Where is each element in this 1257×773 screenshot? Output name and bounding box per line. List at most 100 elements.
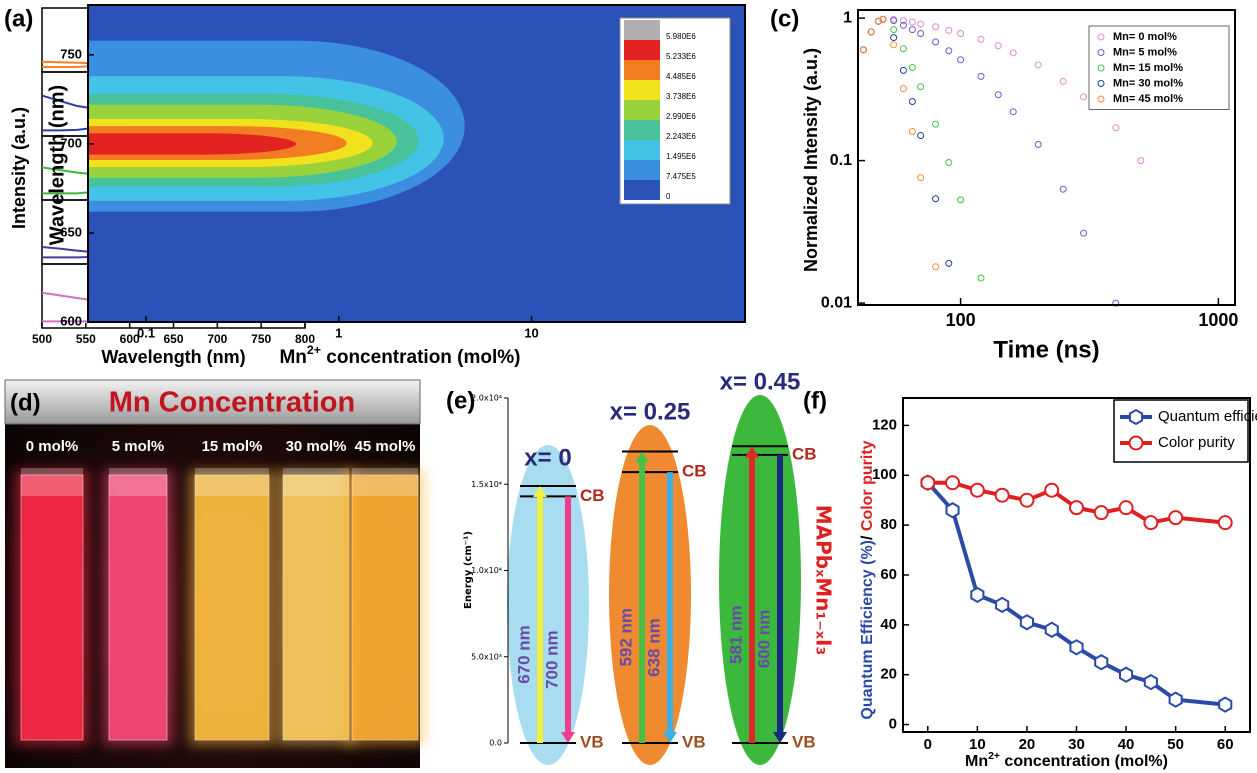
composition-ellipse	[507, 445, 589, 765]
data-point	[908, 18, 916, 26]
data-point	[1059, 77, 1067, 85]
data-point	[908, 97, 916, 105]
y-tick-label: 0.01	[821, 294, 852, 311]
data-point	[932, 120, 940, 128]
y-axis-label: Quantum Efficiency (%)/ Color purity	[859, 440, 876, 719]
data-point	[920, 475, 936, 491]
y-axis-label-part: Color purity	[859, 440, 876, 531]
data-point	[1034, 61, 1042, 69]
x-tick-label: 650	[163, 332, 183, 346]
x-tick-label: 10	[969, 736, 986, 753]
data-point	[945, 475, 961, 491]
data-point	[1094, 654, 1109, 671]
data-point	[859, 46, 867, 54]
data-point	[932, 23, 940, 31]
cuvette-label: 45 mol%	[355, 438, 416, 455]
legend-marker	[1097, 64, 1105, 72]
colorbar-swatch	[624, 160, 660, 180]
data-point	[945, 158, 953, 166]
data-point	[1112, 124, 1120, 132]
colorbar-label: 5.980E6	[666, 32, 696, 41]
arrow-head	[533, 485, 547, 497]
data-point	[945, 47, 953, 55]
colorbar-swatch	[624, 120, 660, 140]
colorbar-label: 0	[666, 192, 671, 201]
data-point	[908, 128, 916, 136]
data-point	[899, 17, 907, 25]
data-point	[1080, 93, 1088, 101]
legend-marker	[1128, 435, 1144, 451]
legend-marker	[1097, 33, 1105, 41]
x-tick-label: 20	[1019, 736, 1036, 753]
data-point	[932, 38, 940, 46]
data-point	[867, 28, 875, 36]
data-point	[890, 34, 898, 42]
y-tick-label: 2.0x10⁴	[471, 394, 502, 403]
colorbar-swatch	[624, 20, 660, 40]
data-point	[994, 42, 1002, 50]
x-axis-label-part: Mn	[279, 347, 306, 368]
vb-label: VB	[792, 732, 816, 751]
data-point	[995, 596, 1010, 614]
cuvette	[351, 474, 419, 741]
x-tick-label: 0	[924, 736, 932, 753]
cuvette	[282, 474, 350, 741]
x-axis-label: Mn2+ concentration (mol%)	[965, 751, 1168, 770]
data-point	[945, 259, 953, 267]
data-point	[994, 487, 1010, 503]
data-point	[957, 29, 965, 37]
data-point	[977, 274, 985, 282]
data-point	[970, 586, 985, 604]
data-point	[1143, 515, 1159, 531]
x-tick-label: 600	[120, 332, 140, 346]
data-point	[1009, 108, 1017, 116]
composition-label: x= 0.25	[610, 398, 691, 425]
data-point	[1218, 696, 1233, 713]
colorbar-swatch	[624, 60, 660, 80]
y-tick-label: 80	[880, 516, 897, 533]
data-point	[874, 17, 882, 25]
arrow-head	[745, 446, 759, 458]
legend-marker	[1128, 408, 1144, 426]
x-tick-label: 60	[1217, 736, 1234, 753]
colorbar-label: 7.475E5	[666, 172, 696, 181]
y-tick-label: 750	[60, 46, 82, 61]
panel-label: (e)	[446, 387, 475, 414]
y-tick-label: 100	[872, 466, 897, 483]
composition-ellipse	[609, 425, 691, 765]
cuvette-cap	[283, 468, 349, 496]
legend-label: Quantum efficiency	[1158, 408, 1257, 425]
colorbar-label: 4.485E6	[666, 72, 696, 81]
colorbar-swatch	[624, 140, 660, 160]
data-point	[945, 502, 960, 519]
legend-label: Mn= 30 mol%	[1113, 77, 1183, 89]
y-axis-label: Intensity (a.u.)	[9, 107, 29, 229]
legend-marker	[1097, 95, 1105, 103]
y-tick-label: 120	[872, 416, 897, 433]
data-point	[994, 91, 1002, 99]
data-point	[945, 26, 953, 34]
colorbar-label: 2.243E6	[666, 132, 696, 141]
x-tick-label: 0.1	[137, 325, 155, 340]
composition-label: x= 0.45	[720, 368, 801, 395]
data-point	[890, 17, 898, 25]
data-point	[899, 45, 907, 53]
data-point	[1069, 639, 1084, 656]
data-point	[899, 21, 907, 29]
transition-label: 581 nm	[726, 605, 745, 664]
data-point	[1044, 621, 1059, 638]
x-tick-label: 800	[295, 332, 315, 346]
y-axis-label: Energy (cm⁻¹)	[463, 531, 474, 609]
data-point	[1044, 482, 1060, 498]
plot-frame	[857, 9, 1236, 306]
cb-label: CB	[792, 444, 817, 463]
legend-marker	[1097, 80, 1105, 87]
data-point	[957, 196, 965, 204]
vb-label: VB	[682, 732, 706, 751]
colorbar-label: 1.495E6	[666, 152, 696, 161]
arrow-head	[773, 732, 787, 743]
cuvette-cap	[21, 468, 83, 496]
data-point	[932, 263, 940, 271]
legend-label: Mn= 5 mol%	[1113, 46, 1177, 58]
